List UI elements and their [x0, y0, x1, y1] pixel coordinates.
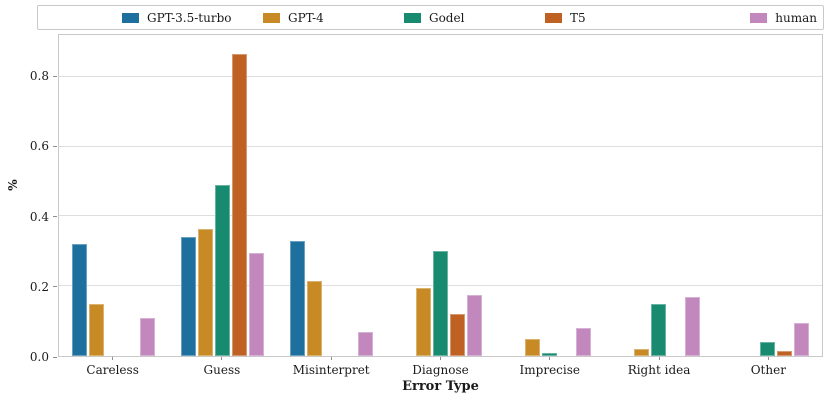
- bar-gpt-4: [307, 280, 322, 356]
- bar-group-misinterpret: [277, 35, 386, 356]
- bar-godel: [433, 251, 448, 356]
- y-tick-label: 0.2: [29, 279, 49, 294]
- y-tick-mark: [53, 286, 57, 288]
- gridline: [59, 215, 822, 217]
- x-tick-label: Guess: [203, 363, 241, 377]
- x-tick: Diagnose: [386, 357, 495, 377]
- x-tick-mark: [330, 357, 332, 360]
- x-tick-mark: [221, 357, 223, 360]
- bar-group-right-idea: [604, 35, 713, 356]
- legend-swatch-icon: [122, 12, 139, 23]
- legend-swatch-icon: [750, 12, 768, 23]
- x-tick-label: Imprecise: [519, 363, 580, 377]
- y-tick: 0.8: [30, 70, 57, 82]
- x-tick: Misinterpret: [277, 357, 386, 377]
- x-tick-label: Other: [750, 363, 786, 377]
- x-tick: Guess: [167, 357, 276, 377]
- bar-human: [685, 296, 700, 356]
- y-tick: 0.2: [30, 281, 57, 293]
- bar-t5: [450, 314, 465, 356]
- y-tick-mark: [53, 145, 57, 147]
- legend-item-human: human: [750, 11, 817, 25]
- y-tick-label: 0.6: [29, 139, 49, 154]
- y-tick-mark: [53, 356, 57, 358]
- bar-gpt-4: [198, 228, 213, 356]
- bar-gpt-4: [89, 303, 104, 356]
- bar-human: [140, 317, 155, 356]
- bar-t5: [777, 350, 792, 356]
- bar-gpt-3-5-turbo: [72, 244, 87, 356]
- legend-label: T5: [570, 10, 586, 25]
- y-tick-mark: [53, 216, 57, 218]
- legend-swatch-icon: [404, 12, 421, 23]
- y-axis: 0.0 0.2 0.4 0.6 0.8: [0, 34, 57, 363]
- x-axis: Careless Guess Misinterpret Diagnose Impreci…: [58, 357, 823, 377]
- bar-group-careless: [59, 35, 168, 356]
- bar-gpt-4: [634, 349, 649, 356]
- legend-item-gpt-3-5-turbo: GPT-3.5-turbo: [122, 11, 263, 25]
- bar-godel: [760, 342, 775, 356]
- x-tick-mark: [549, 357, 551, 360]
- y-tick: 0.4: [30, 211, 57, 223]
- x-tick-mark: [658, 357, 660, 360]
- x-tick: Right idea: [604, 357, 713, 377]
- legend-item-godel: Godel: [404, 11, 545, 25]
- y-tick: 0.0: [30, 351, 57, 363]
- bar-human: [576, 328, 591, 356]
- x-tick: Other: [714, 357, 823, 377]
- x-tick-mark: [439, 357, 441, 360]
- x-tick-label: Misinterpret: [292, 363, 370, 377]
- legend-label: Godel: [429, 10, 465, 25]
- x-axis-title: Error Type: [402, 379, 479, 394]
- legend: GPT-3.5-turbo GPT-4 Godel T5 human: [37, 5, 824, 30]
- bar-gpt-3-5-turbo: [181, 237, 196, 356]
- bar-gpt-4: [525, 338, 540, 356]
- gridline: [59, 145, 822, 147]
- legend-swatch-icon: [545, 12, 562, 23]
- x-tick: Imprecise: [495, 357, 604, 377]
- bar-group-imprecise: [495, 35, 604, 356]
- gridline: [59, 75, 822, 77]
- x-tick-label: Diagnose: [412, 363, 469, 377]
- bar-group-diagnose: [386, 35, 495, 356]
- y-tick-label: 0.8: [29, 69, 49, 84]
- bar-human: [467, 294, 482, 356]
- bar-godel: [651, 303, 666, 356]
- x-tick-mark: [767, 357, 769, 360]
- bar-human: [249, 253, 264, 356]
- x-tick: Careless: [58, 357, 167, 377]
- x-tick-mark: [112, 357, 114, 360]
- y-tick-label: 0.0: [29, 350, 49, 364]
- x-tick-label: Right idea: [627, 363, 691, 377]
- legend-item-t5: T5: [545, 11, 686, 25]
- x-tick-label: Careless: [86, 363, 139, 377]
- legend-label: human: [775, 10, 817, 25]
- bar-t5: [232, 54, 247, 356]
- y-tick: 0.6: [30, 140, 57, 152]
- bar-godel: [542, 352, 557, 356]
- legend-item-gpt-4: GPT-4: [263, 11, 404, 25]
- bar-group-other: [713, 35, 822, 356]
- bar-human: [794, 322, 809, 356]
- bar-godel: [215, 185, 230, 356]
- plot-area: [58, 34, 823, 357]
- legend-label: GPT-3.5-turbo: [147, 10, 232, 25]
- bar-group-guess: [168, 35, 277, 356]
- y-tick-label: 0.4: [29, 209, 49, 224]
- bar-gpt-4: [416, 287, 431, 356]
- y-tick-mark: [53, 75, 57, 77]
- legend-label: GPT-4: [288, 10, 324, 25]
- bar-gpt-3-5-turbo: [290, 240, 305, 356]
- legend-swatch-icon: [263, 12, 280, 23]
- bar-human: [358, 331, 373, 356]
